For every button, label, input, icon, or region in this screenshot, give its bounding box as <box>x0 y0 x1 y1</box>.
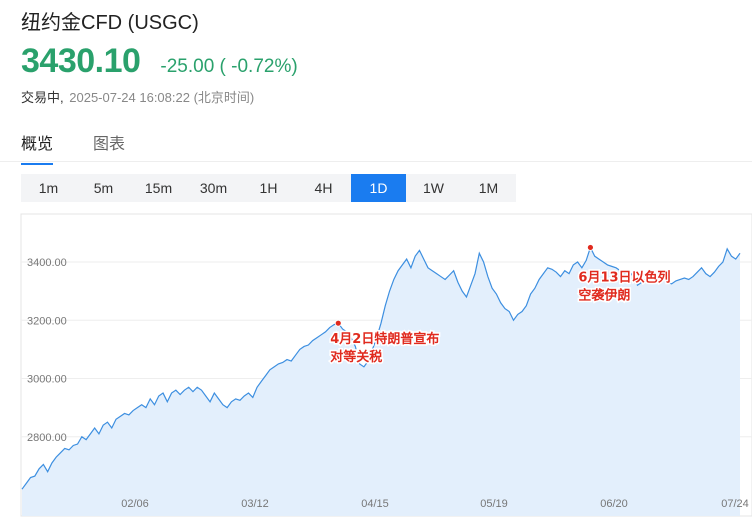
price-change: -25.00 ( -0.72%) <box>160 56 298 77</box>
last-price: 3430.10 <box>21 42 141 80</box>
y-tick-label: 3000.00 <box>27 374 67 386</box>
price-row: 3430.10 -25.00 ( -0.72%) <box>21 42 298 81</box>
y-tick-label: 3400.00 <box>27 257 67 269</box>
series-area <box>22 247 740 516</box>
view-tabs: 概览 图表 <box>21 130 165 165</box>
tabs-divider <box>0 161 752 162</box>
annotation-label: 4月2日特朗普宣布 <box>330 331 439 347</box>
interval-5m[interactable]: 5m <box>93 180 114 196</box>
x-tick-label: 06/20 <box>600 498 628 510</box>
x-tick-label: 03/12 <box>241 498 269 510</box>
y-tick-label: 2800.00 <box>27 432 67 444</box>
tab-overview[interactable]: 概览 <box>21 130 54 165</box>
series-line <box>21 245 741 490</box>
annotation-label: 空袭伊朗 <box>578 287 630 303</box>
annotation-marker <box>587 244 594 251</box>
x-tick-label: 04/15 <box>361 498 389 510</box>
interval-1w[interactable]: 1W <box>423 180 444 196</box>
interval-4h[interactable]: 4H <box>314 180 333 196</box>
x-tick-label: 05/19 <box>480 498 508 510</box>
annotation-label: 6月13日以色列 <box>578 269 670 285</box>
interval-1m[interactable]: 1m <box>38 180 59 196</box>
interval-selector: 1m 5m 15m 30m 1H 4H 1D 1W 1M <box>21 174 516 202</box>
interval-1d[interactable]: 1D <box>351 174 406 202</box>
x-tick-label: 07/24 <box>721 498 749 510</box>
status-label: 交易中, <box>21 90 64 105</box>
update-timestamp: 2025-07-24 16:08:22 (北京时间) <box>69 90 255 105</box>
trading-status: 交易中, 2025-07-24 16:08:22 (北京时间) <box>21 87 254 106</box>
instrument-title: 纽约金CFD (USGC) <box>21 12 199 34</box>
annotation-label: 对等关税 <box>330 349 382 365</box>
x-tick-label: 02/06 <box>121 498 149 510</box>
interval-1h[interactable]: 1H <box>259 180 278 196</box>
interval-30m[interactable]: 30m <box>199 180 228 196</box>
price-area-chart[interactable]: 2600.002800.003000.003200.003400.0002/06… <box>0 212 752 517</box>
annotation-marker <box>334 319 342 327</box>
interval-15m[interactable]: 15m <box>144 180 173 196</box>
interval-1m-month[interactable]: 1M <box>478 180 499 196</box>
tab-chart[interactable]: 图表 <box>93 136 126 153</box>
y-tick-label: 3200.00 <box>27 315 67 327</box>
